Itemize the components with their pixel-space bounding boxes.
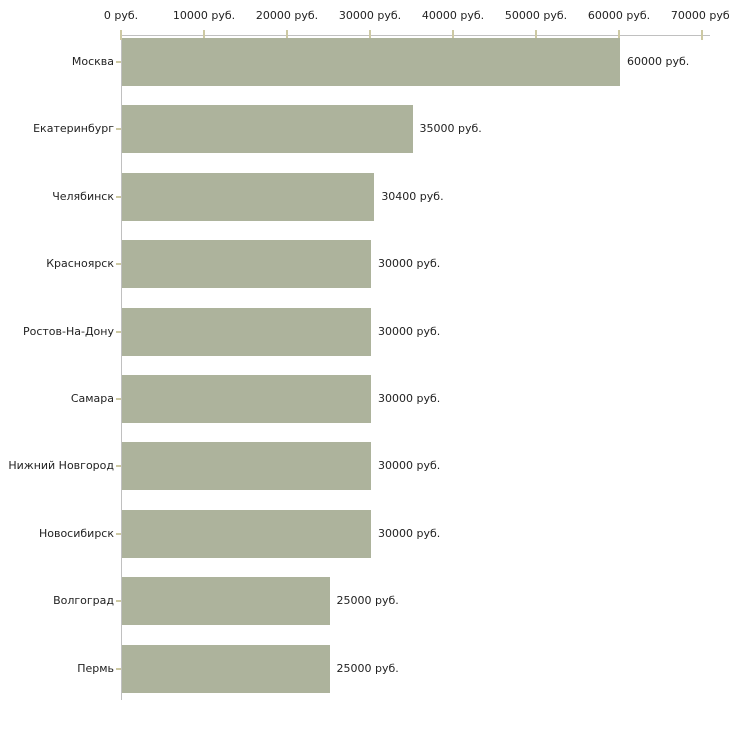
x-axis-tick-label: 70000 руб. <box>670 9 730 22</box>
category-label: Красноярск <box>46 257 114 271</box>
value-label: 25000 руб. <box>336 661 399 675</box>
category-label: Пермь <box>77 661 114 675</box>
y-axis-tick-mark <box>116 195 121 198</box>
x-axis-tick-label: 30000 руб. <box>338 9 402 22</box>
value-label: 35000 руб. <box>419 122 482 136</box>
value-label: 60000 руб. <box>627 55 690 68</box>
x-axis-tick-mark <box>120 30 122 40</box>
bar <box>122 375 371 423</box>
category-label: Ростов-На-Дону <box>22 324 114 338</box>
x-axis-tick-mark <box>452 30 454 40</box>
bar <box>122 442 371 491</box>
category-label: Волгоград <box>53 594 114 608</box>
y-axis-tick-mark <box>116 330 121 333</box>
value-label: 30400 руб. <box>381 189 444 203</box>
x-axis-tick-label: 60000 руб. <box>587 9 651 22</box>
category-label: Челябинск <box>52 189 114 203</box>
y-axis-tick-mark <box>116 263 121 266</box>
x-axis-tick-label: 50000 руб. <box>504 9 568 22</box>
bar <box>122 644 330 693</box>
y-axis-tick-mark <box>116 61 121 63</box>
y-axis-tick-mark <box>116 600 121 603</box>
bar <box>122 38 620 86</box>
y-axis-tick-mark <box>116 398 121 400</box>
value-label: 30000 руб. <box>378 526 441 540</box>
y-axis-tick-mark <box>116 465 121 468</box>
x-axis-tick-mark <box>286 30 288 40</box>
category-label: Москва <box>71 55 114 68</box>
bar <box>122 172 375 221</box>
value-label: 30000 руб. <box>378 257 441 271</box>
value-label: 30000 руб. <box>378 324 441 338</box>
x-axis-tick-label: 10000 руб. <box>172 9 236 22</box>
x-axis-tick-mark <box>369 30 371 40</box>
x-axis-tick-mark <box>535 30 537 40</box>
y-axis-line <box>121 35 122 700</box>
y-axis-tick-mark <box>116 667 121 670</box>
x-axis-tick-mark <box>203 30 205 40</box>
category-label: Новосибирск <box>38 526 114 540</box>
x-axis-tick-label: 40000 руб. <box>421 9 485 22</box>
x-axis-tick-mark <box>618 30 620 40</box>
category-label: Екатеринбург <box>33 122 114 136</box>
category-label: Нижний Новгород <box>8 459 114 473</box>
x-axis-line <box>121 35 710 36</box>
x-axis-tick-label: 20000 руб. <box>255 9 319 22</box>
x-axis-tick-label: 0 руб. <box>103 9 139 22</box>
category-label: Самара <box>70 392 114 405</box>
value-label: 25000 руб. <box>336 594 399 608</box>
value-label: 30000 руб. <box>378 392 441 405</box>
x-axis-tick-mark <box>701 30 703 40</box>
y-axis-tick-mark <box>116 128 121 131</box>
bar <box>122 240 371 289</box>
bar <box>122 307 371 356</box>
value-label: 30000 руб. <box>378 459 441 473</box>
bar <box>122 509 371 558</box>
y-axis-tick-mark <box>116 532 121 535</box>
bar <box>122 105 413 154</box>
bar <box>122 577 330 626</box>
